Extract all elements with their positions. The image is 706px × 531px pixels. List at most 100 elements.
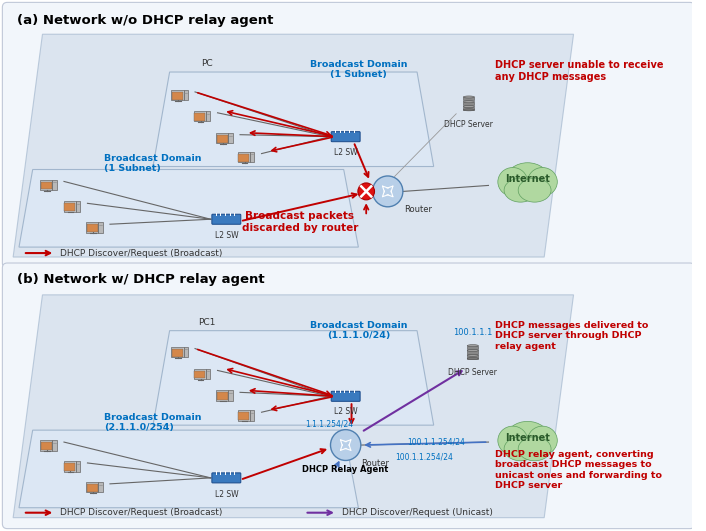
Text: DHCP Discover/Request (Broadcast): DHCP Discover/Request (Broadcast) (60, 249, 222, 258)
Bar (171, 90, 184, 100)
FancyBboxPatch shape (2, 263, 695, 529)
Text: Internet: Internet (505, 175, 550, 184)
Bar (206, 111, 210, 122)
Text: Router: Router (405, 205, 432, 215)
Text: DHCP messages delivered to
DHCP server through DHCP
relay agent: DHCP messages delivered to DHCP server t… (496, 321, 649, 350)
Bar (463, 107, 474, 110)
Polygon shape (153, 72, 433, 167)
Bar (41, 442, 52, 450)
Bar (184, 90, 188, 100)
Ellipse shape (467, 354, 479, 356)
Ellipse shape (467, 357, 479, 359)
Text: L2 SW: L2 SW (215, 490, 238, 499)
Bar (87, 225, 97, 232)
Bar (467, 350, 479, 354)
Ellipse shape (467, 345, 479, 347)
Text: DHCP Discover/Request (Unicast): DHCP Discover/Request (Unicast) (342, 508, 493, 517)
Bar (193, 369, 206, 379)
Text: Broadcast packets
discarded by router: Broadcast packets discarded by router (241, 211, 358, 233)
Ellipse shape (463, 101, 474, 103)
Bar (467, 346, 479, 349)
Bar (194, 371, 205, 379)
Bar (52, 440, 56, 451)
Polygon shape (19, 430, 359, 508)
Bar (206, 369, 210, 379)
Text: DHCP server unable to receive
any DHCP messages: DHCP server unable to receive any DHCP m… (496, 60, 664, 82)
Bar (217, 392, 227, 400)
Text: 100.1.1.254/24: 100.1.1.254/24 (407, 438, 465, 447)
Bar (250, 152, 254, 162)
Bar (229, 390, 233, 401)
Text: (b) Network w/ DHCP relay agent: (b) Network w/ DHCP relay agent (17, 273, 265, 286)
Bar (64, 463, 75, 471)
Bar (40, 440, 52, 451)
Bar (217, 135, 227, 143)
Text: Broadcast Domain
(1.1.1.0/24): Broadcast Domain (1.1.1.0/24) (310, 321, 407, 340)
Text: DHCP Discover/Request (Broadcast): DHCP Discover/Request (Broadcast) (60, 508, 222, 517)
Bar (184, 347, 188, 357)
Polygon shape (13, 34, 573, 257)
Ellipse shape (506, 162, 549, 196)
Ellipse shape (467, 349, 479, 352)
Ellipse shape (463, 109, 474, 111)
Bar (172, 92, 183, 100)
Bar (463, 97, 474, 100)
Text: (a) Network w/o DHCP relay agent: (a) Network w/o DHCP relay agent (17, 14, 273, 27)
Bar (86, 482, 98, 492)
Text: L2 SW: L2 SW (215, 231, 238, 240)
Ellipse shape (504, 178, 537, 202)
Bar (467, 355, 479, 358)
Bar (64, 203, 75, 211)
Circle shape (358, 183, 374, 200)
Text: PC: PC (201, 59, 213, 68)
Ellipse shape (527, 426, 557, 455)
Text: DHCP relay agent, converting
broadcast DHCP messages to
unicast ones and forward: DHCP relay agent, converting broadcast D… (496, 450, 662, 490)
Text: Broadcast Domain
(1 Subnet): Broadcast Domain (1 Subnet) (104, 154, 202, 174)
Bar (172, 349, 183, 356)
Bar (250, 410, 254, 421)
FancyBboxPatch shape (212, 473, 241, 483)
FancyBboxPatch shape (331, 391, 360, 401)
Bar (238, 152, 250, 162)
Ellipse shape (498, 426, 527, 455)
Text: DHCP Server: DHCP Server (445, 120, 493, 129)
Bar (64, 201, 76, 212)
Bar (463, 102, 474, 105)
Ellipse shape (518, 437, 551, 461)
Ellipse shape (463, 106, 474, 108)
Text: 100.1.1.1: 100.1.1.1 (453, 328, 493, 337)
Bar (239, 154, 249, 161)
Ellipse shape (498, 167, 527, 196)
Polygon shape (19, 169, 359, 247)
Text: Internet: Internet (505, 433, 550, 443)
FancyBboxPatch shape (331, 132, 360, 142)
Bar (52, 179, 56, 190)
Bar (76, 461, 80, 472)
Text: Broadcast Domain
(1 Subnet): Broadcast Domain (1 Subnet) (310, 60, 407, 80)
Text: Router: Router (361, 459, 389, 468)
Text: PC1: PC1 (198, 318, 215, 327)
Polygon shape (153, 331, 433, 425)
Bar (216, 390, 229, 401)
Bar (239, 413, 249, 420)
Text: L2 SW: L2 SW (334, 148, 357, 157)
Ellipse shape (504, 437, 537, 461)
FancyBboxPatch shape (2, 2, 695, 268)
Bar (98, 222, 103, 233)
Bar (41, 182, 52, 190)
Bar (171, 347, 184, 357)
Bar (87, 484, 97, 492)
Bar (216, 133, 229, 143)
Ellipse shape (463, 96, 474, 98)
Ellipse shape (506, 422, 549, 455)
Circle shape (373, 176, 403, 207)
Text: DHCP Server: DHCP Server (448, 369, 497, 378)
Bar (40, 179, 52, 190)
Bar (194, 113, 205, 121)
FancyBboxPatch shape (212, 214, 241, 224)
Circle shape (330, 430, 361, 460)
Text: Broadcast Domain
(2.1.1.0/254): Broadcast Domain (2.1.1.0/254) (104, 413, 202, 432)
Bar (98, 482, 103, 492)
Bar (76, 201, 80, 212)
Text: L2 SW: L2 SW (334, 407, 357, 416)
